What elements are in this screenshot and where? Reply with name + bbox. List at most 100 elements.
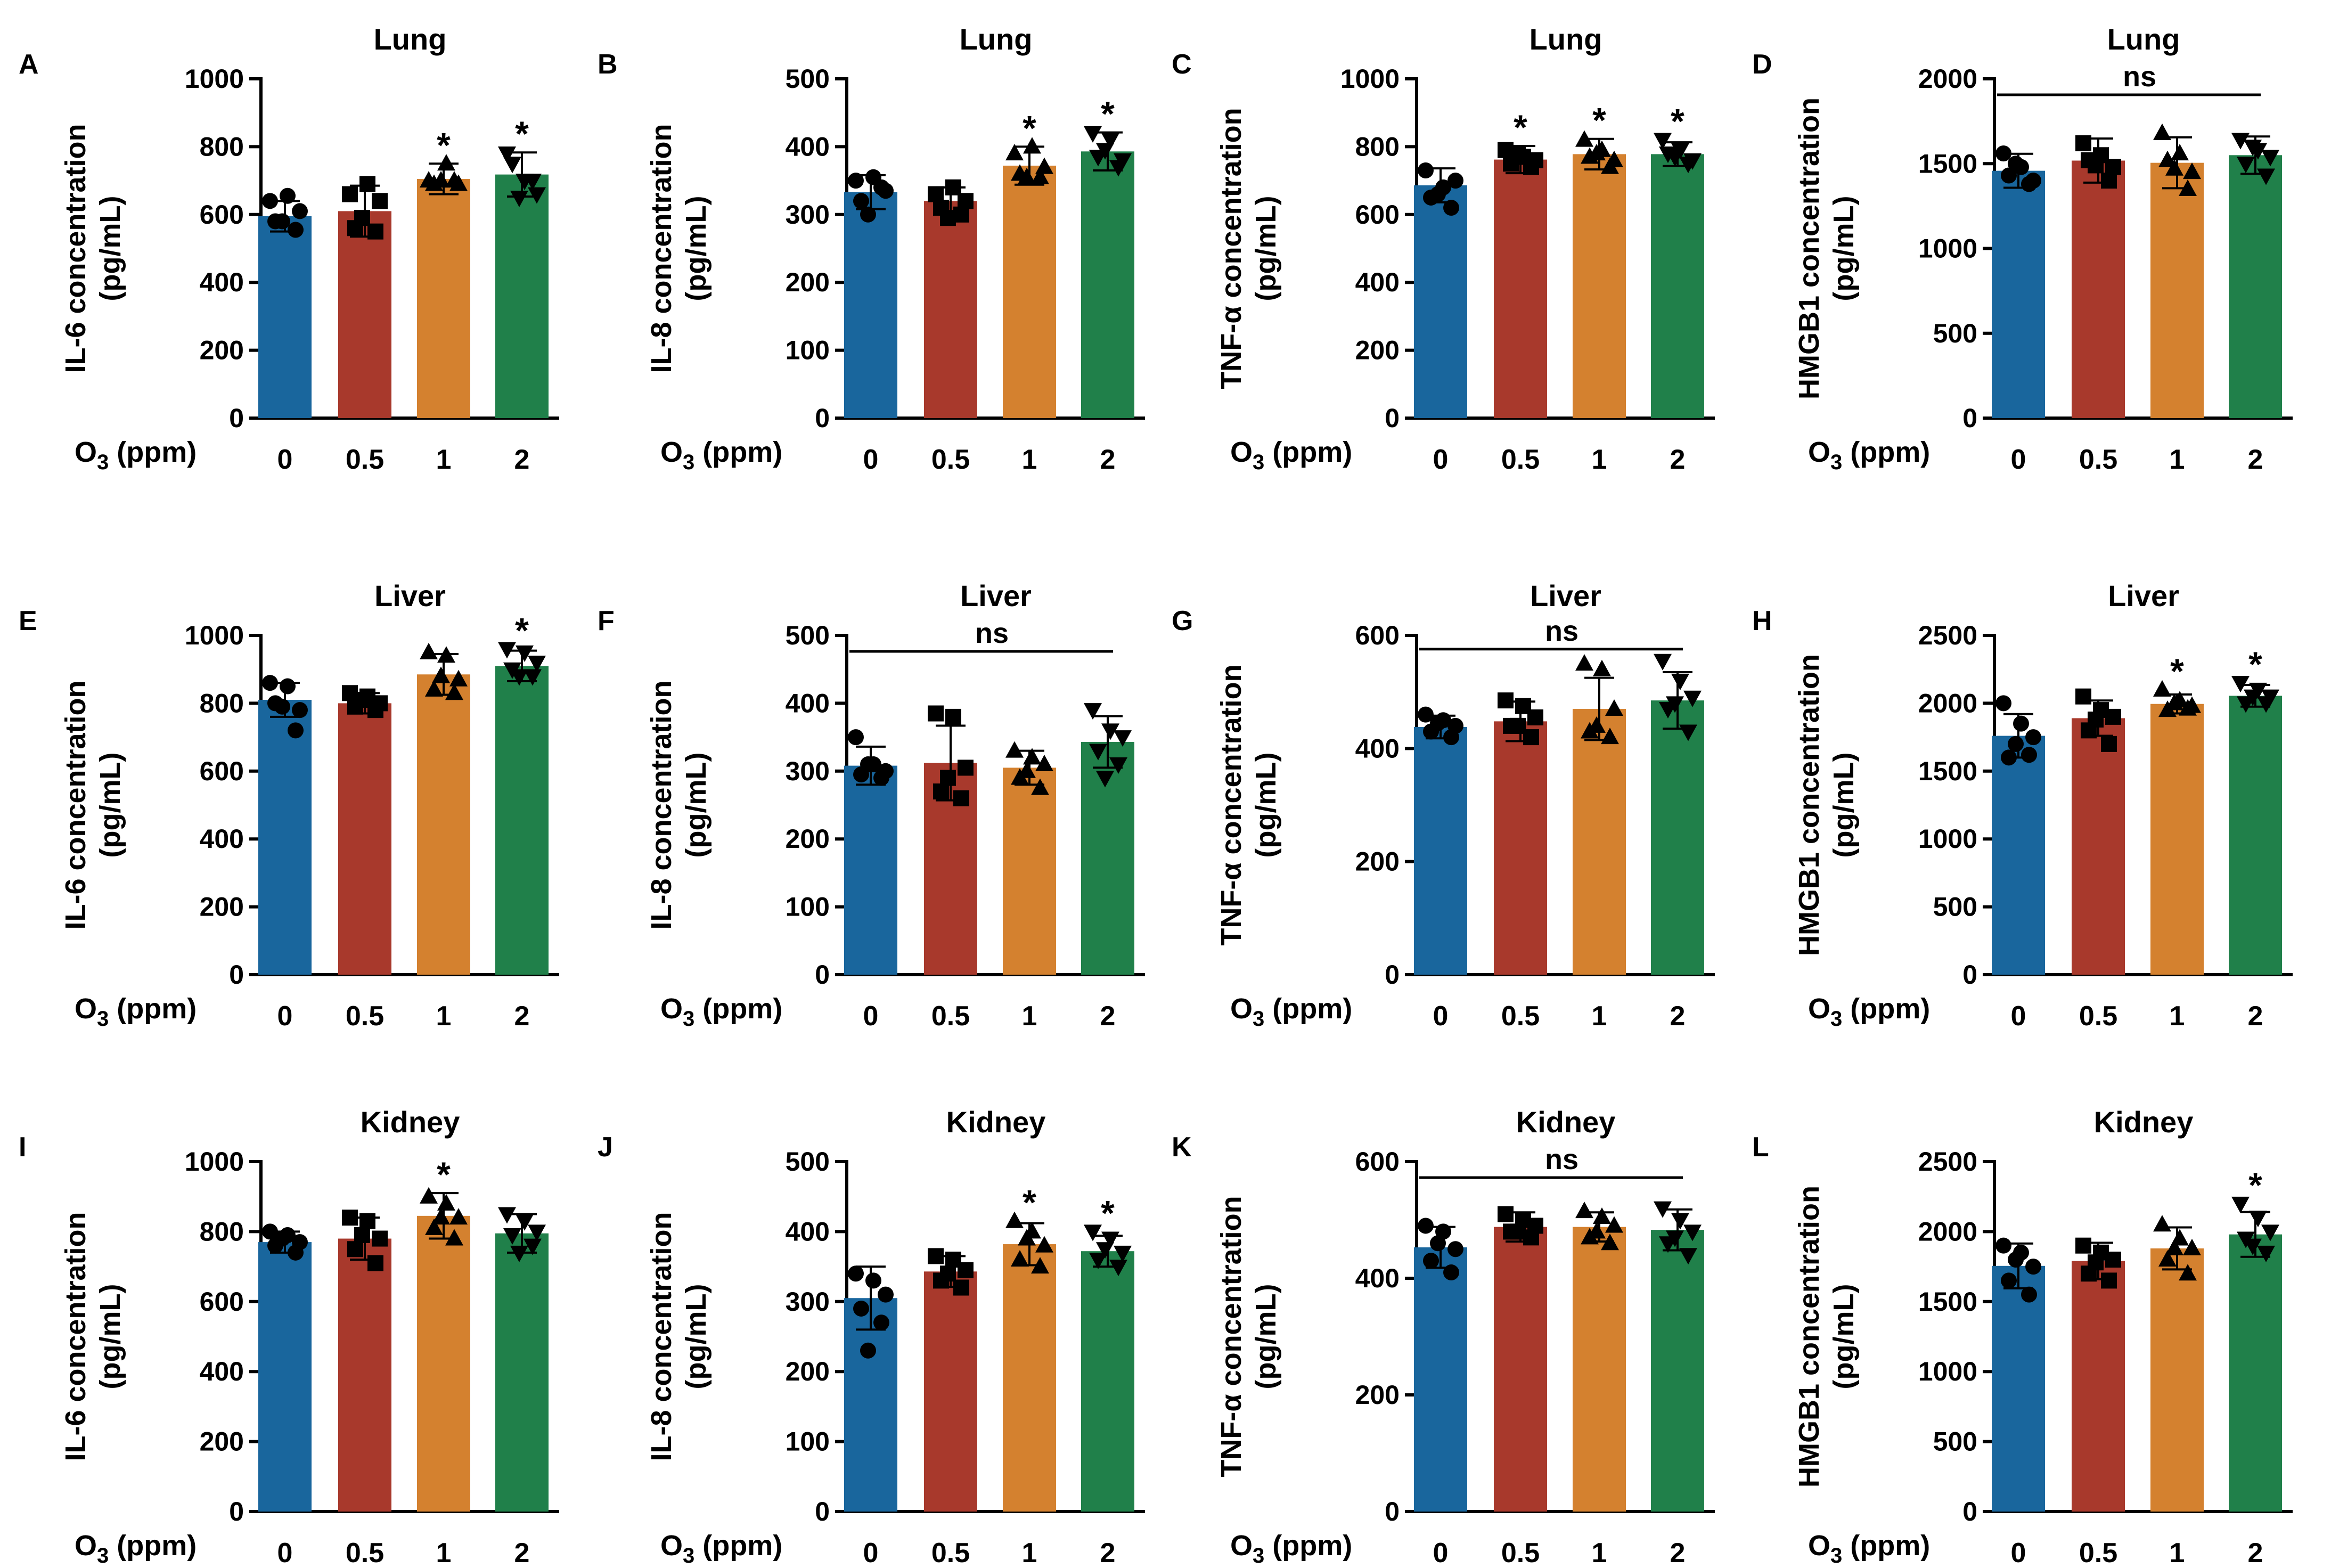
data-point <box>2153 680 2171 697</box>
bar-1 <box>2150 162 2204 418</box>
data-point <box>953 790 969 806</box>
x-axis-label-o: O <box>75 993 97 1025</box>
y-tick-label: 400 <box>786 132 830 161</box>
x-axis-label: O3 (ppm) <box>75 436 197 474</box>
panel-letter: I <box>19 1132 26 1163</box>
x-axis-label-sub: 3 <box>1830 451 1842 474</box>
panel-letter: L <box>1752 1132 1769 1163</box>
data-point <box>1605 1216 1623 1233</box>
data-point <box>1601 728 1619 745</box>
data-point <box>432 171 450 188</box>
x-tick-label: 2 <box>514 1001 530 1032</box>
data-point <box>1605 699 1623 716</box>
significance-marker: * <box>1101 1193 1115 1232</box>
y-tick-label: 500 <box>786 620 830 650</box>
x-tick-label: 2 <box>1100 444 1116 475</box>
y-tick-label: 100 <box>786 1427 830 1457</box>
y-tick-label: 500 <box>1933 892 1977 922</box>
bar-0 <box>844 192 897 418</box>
data-point <box>2013 715 2029 732</box>
chart-title: Kidney <box>1516 1105 1616 1139</box>
x-axis-label-unit: (ppm) <box>109 993 197 1025</box>
data-point <box>928 1248 944 1264</box>
panel-letter: G <box>1172 606 1193 636</box>
x-tick-label: 1 <box>2170 444 2185 475</box>
data-point <box>1679 724 1697 741</box>
data-point <box>280 678 296 695</box>
x-axis-label-sub: 3 <box>683 451 694 474</box>
y-axis-label-unit: (pg/mL) <box>1250 1284 1282 1390</box>
y-axis-label: IL-8 concentration <box>645 124 677 373</box>
data-point <box>2088 1254 2104 1271</box>
bar-0.5 <box>1494 1227 1547 1512</box>
x-tick-label: 0 <box>1433 1538 1449 1568</box>
data-point <box>437 154 455 171</box>
data-point <box>1510 1223 1526 1240</box>
data-point <box>1671 1213 1689 1230</box>
x-axis-label-unit: (ppm) <box>1264 436 1352 468</box>
y-axis-label: HMGB1 concentration <box>1793 97 1825 399</box>
y-axis-label: IL-6 concentration <box>60 124 92 373</box>
y-tick-label: 400 <box>200 267 244 297</box>
data-point <box>2244 140 2262 157</box>
significance-marker: * <box>515 114 529 153</box>
x-axis-label-unit: (ppm) <box>694 436 782 468</box>
data-point <box>2261 150 2279 167</box>
significance-marker: * <box>1592 101 1606 140</box>
bar-0.5 <box>1494 721 1547 975</box>
bar-0 <box>844 765 897 975</box>
chart-title: Lung <box>2107 22 2180 56</box>
x-tick-label: 0.5 <box>2079 444 2117 475</box>
x-tick-label: 2 <box>1670 1001 1686 1032</box>
data-point <box>420 1187 438 1204</box>
data-point <box>873 770 889 786</box>
bar-1 <box>1573 154 1626 418</box>
panel-letter: E <box>19 606 37 636</box>
data-point <box>367 223 383 240</box>
y-tick-label: 800 <box>1355 132 1400 161</box>
y-axis-label: TNF-α concentration <box>1215 664 1247 945</box>
data-point <box>1527 709 1543 725</box>
panel-letter: J <box>598 1132 613 1163</box>
y-tick-label: 400 <box>786 1216 830 1246</box>
x-axis-label: O3 (ppm) <box>1808 993 1930 1031</box>
bar-1 <box>1003 1244 1056 1512</box>
data-point <box>2025 1259 2041 1275</box>
y-axis-label-unit: (pg/mL) <box>94 196 126 301</box>
y-tick-label: 200 <box>786 267 830 297</box>
y-tick-label: 0 <box>1385 1497 1400 1526</box>
x-axis-label: O3 (ppm) <box>660 993 782 1031</box>
data-point <box>1654 1201 1672 1218</box>
x-tick-label: 0 <box>277 1001 293 1032</box>
data-point <box>1109 1260 1127 1277</box>
y-axis-label-unit: (pg/mL) <box>1828 1284 1860 1390</box>
data-point <box>873 1314 889 1331</box>
data-point <box>928 186 944 202</box>
x-axis-label-sub: 3 <box>97 1544 109 1567</box>
x-axis-label: O3 (ppm) <box>1808 1530 1930 1567</box>
data-point <box>1089 744 1107 761</box>
data-point <box>1084 703 1102 720</box>
data-point <box>1430 1235 1446 1252</box>
data-point <box>865 1272 881 1289</box>
significance-marker: * <box>1101 94 1115 134</box>
y-axis-label-unit: (pg/mL) <box>680 1284 712 1390</box>
x-tick-label: 1 <box>1022 444 1037 475</box>
y-tick-label: 600 <box>200 756 244 786</box>
data-point <box>1011 1250 1029 1267</box>
x-tick-label: 1 <box>1592 1001 1607 1032</box>
panel-letter: A <box>19 49 39 80</box>
chart-panel-d: D Lung 0 500 1000 1500 2000 HMGB1 concentration… <box>1752 22 2293 475</box>
y-tick-label: 600 <box>200 200 244 230</box>
data-point <box>1601 1234 1619 1251</box>
y-tick-label: 800 <box>200 688 244 718</box>
x-axis-label: O3 (ppm) <box>1230 436 1352 474</box>
data-point <box>860 1342 876 1359</box>
y-tick-label: 300 <box>786 200 830 230</box>
x-axis-label-sub: 3 <box>1253 451 1264 474</box>
y-tick-label: 600 <box>1355 1147 1400 1177</box>
data-point <box>2165 1238 2183 1255</box>
data-point <box>2025 729 2041 746</box>
y-tick-label: 600 <box>1355 200 1400 230</box>
x-tick-label: 2 <box>2248 1001 2263 1032</box>
